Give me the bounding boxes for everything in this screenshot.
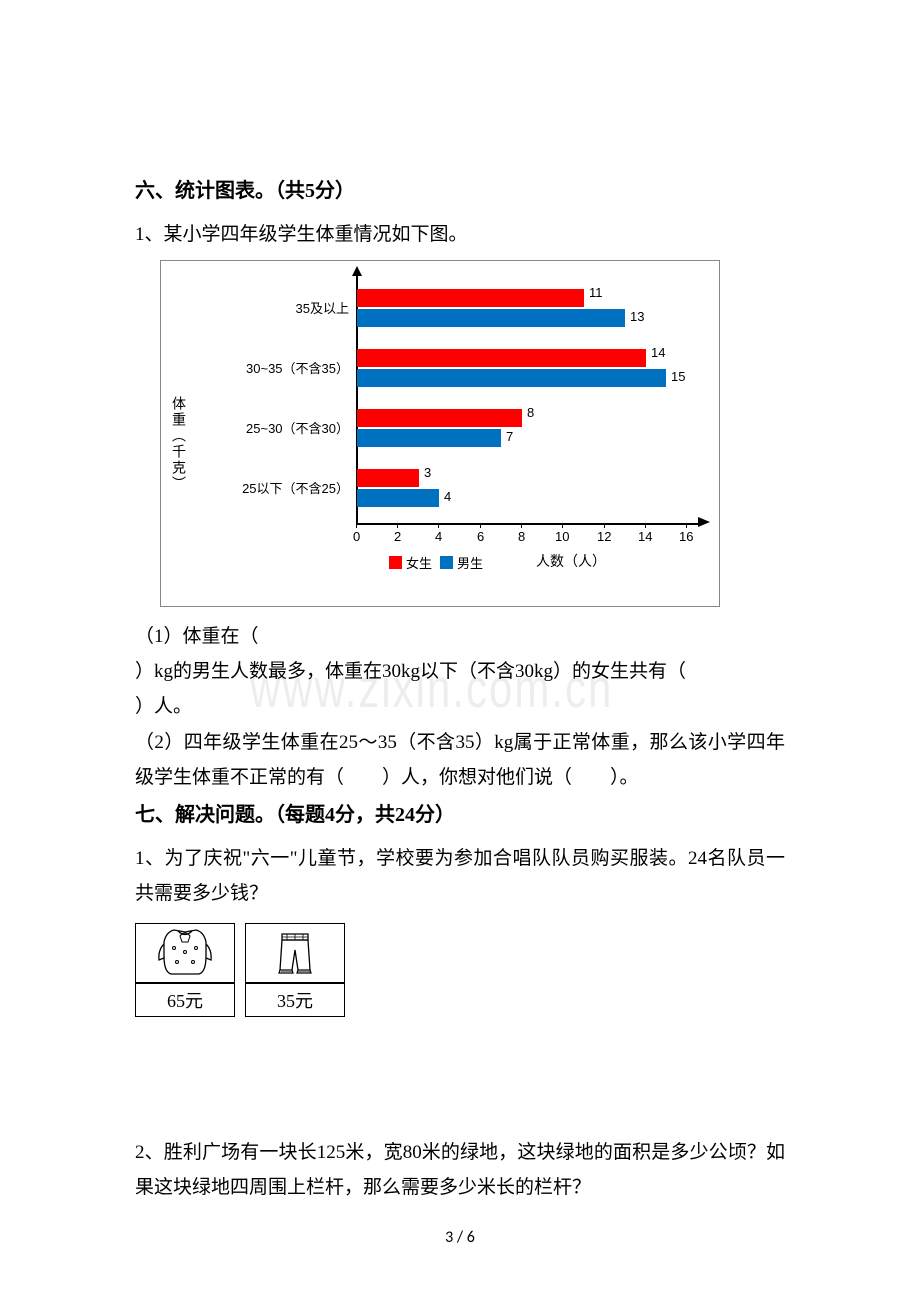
bar-30-35-f — [357, 349, 646, 367]
section7-heading: 七、解决问题。（每题4分，共24分） — [135, 799, 785, 831]
weight-chart: 体重（千克） 35及以上 30~35（不含35） 25~30（不含30） 25以… — [160, 260, 720, 607]
legend-f-color-icon — [389, 556, 402, 569]
bar-label-30-35-f: 14 — [651, 345, 665, 360]
y-axis-arrow-icon — [352, 266, 362, 278]
xtick-16: 16 — [679, 529, 693, 544]
xtick-10: 10 — [555, 529, 569, 544]
xtick-14: 14 — [638, 529, 652, 544]
q7-1: 1、为了庆祝"六一"儿童节，学校要为参加合唱队队员购买服装。24名队员一共需要多… — [135, 841, 785, 911]
bar-u25-m — [357, 489, 439, 507]
product-table: 65元 35元 — [135, 923, 785, 1017]
bar-35plus-m — [357, 309, 625, 327]
x-axis-arrow-icon — [698, 517, 710, 527]
q6-1-part2: （2）四年级学生体重在25～35（不含35）kg属于正常体重，那么该小学四年级学… — [135, 725, 785, 795]
legend-m-label: 男生 — [457, 553, 483, 572]
legend-f-label: 女生 — [406, 553, 432, 572]
shirt-price: 65元 — [135, 983, 235, 1017]
q7-2: 2、胜利广场有一块长125米，宽80米的绿地，这块绿地的面积是多少公顷？如果这块… — [135, 1135, 785, 1205]
q6-1-intro: 1、某小学四年级学生体重情况如下图。 — [135, 217, 785, 252]
bar-label-35plus-m: 13 — [630, 309, 644, 324]
section6-heading: 六、统计图表。（共5分） — [135, 175, 785, 207]
cat-label-25-30: 25~30（不含30） — [199, 418, 349, 437]
cat-label-30-35: 30~35（不含35） — [199, 358, 349, 377]
bar-25-30-f — [357, 409, 522, 427]
xtick-2: 2 — [394, 529, 401, 544]
xtick-12: 12 — [597, 529, 611, 544]
page-number: 3 / 6 — [0, 1228, 920, 1247]
chart-legend: 女生 男生 — [389, 553, 483, 572]
bar-label-25-30-f: 8 — [527, 405, 534, 420]
bar-label-u25-m: 4 — [444, 489, 451, 504]
pants-price: 35元 — [245, 983, 345, 1017]
shirt-icon — [135, 923, 235, 983]
bar-35plus-f — [357, 289, 584, 307]
xtick-0: 0 — [353, 529, 360, 544]
q6-1-part1a: （1）体重在（ — [135, 619, 785, 654]
bar-u25-f — [357, 469, 419, 487]
bar-30-35-m — [357, 369, 666, 387]
bar-label-35plus-f: 11 — [589, 285, 603, 300]
bar-label-25-30-m: 7 — [506, 429, 513, 444]
legend-m-color-icon — [440, 556, 453, 569]
q6-1-part1b: ）kg的男生人数最多，体重在30kg以下（不含30kg）的女生共有（ — [135, 654, 785, 689]
bar-25-30-m — [357, 429, 501, 447]
bar-label-u25-f: 3 — [424, 465, 431, 480]
pants-icon — [245, 923, 345, 983]
xtick-6: 6 — [477, 529, 484, 544]
x-axis-label: 人数（人） — [536, 551, 606, 571]
bar-label-30-35-m: 15 — [671, 369, 685, 384]
xtick-8: 8 — [518, 529, 525, 544]
q6-1-part1c: ）人。 — [135, 689, 785, 724]
xtick-4: 4 — [435, 529, 442, 544]
cat-label-35plus: 35及以上 — [199, 298, 349, 317]
y-axis-label: 体重（千克） — [169, 396, 189, 492]
x-axis — [356, 523, 701, 525]
cat-label-u25: 25以下（不含25） — [199, 478, 349, 497]
